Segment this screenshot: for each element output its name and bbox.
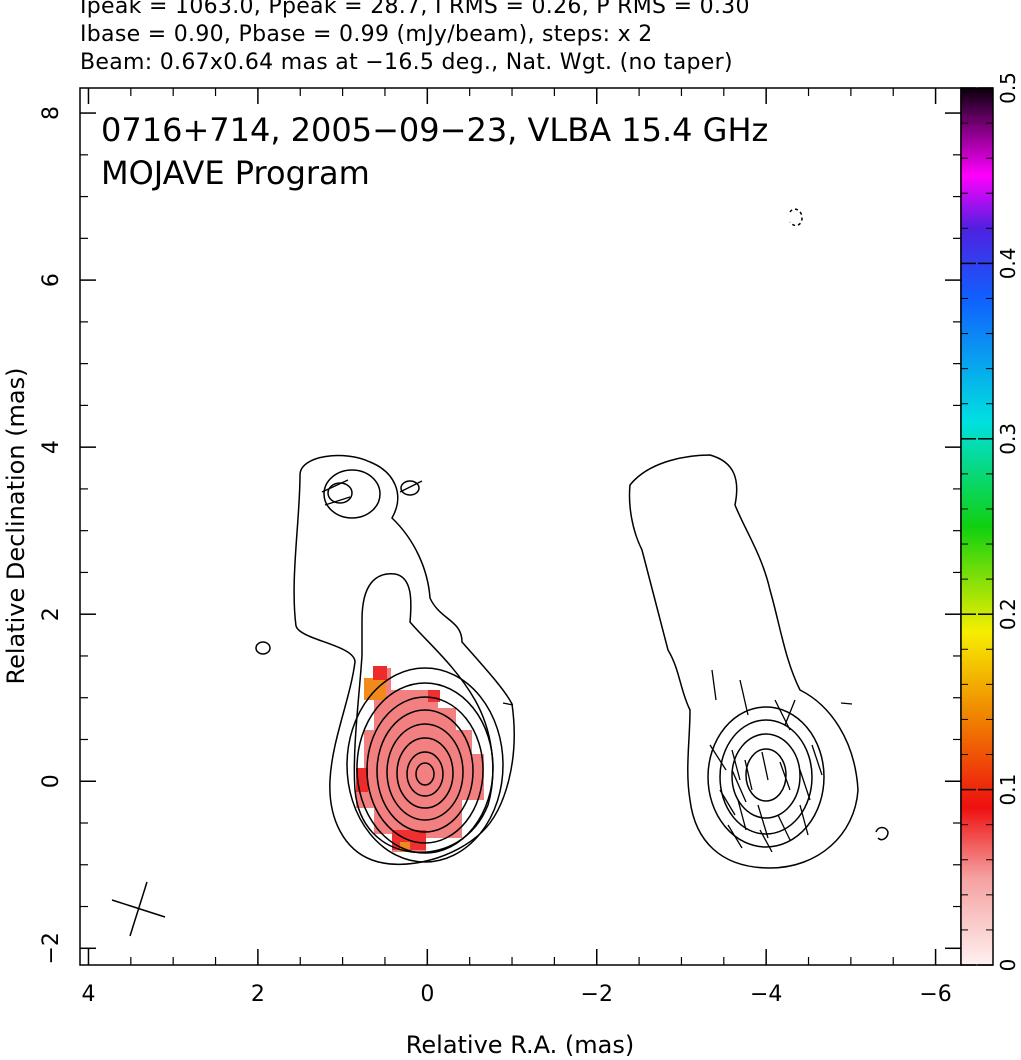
- x-tick-label: 0: [420, 982, 434, 1007]
- beam-minor-axis: [129, 881, 148, 937]
- evpa-tick: [811, 744, 823, 776]
- evpa-tick: [711, 669, 717, 701]
- contour-pol-outer: [628, 454, 859, 869]
- y-tick-label: 0: [39, 774, 64, 788]
- contour-negative: [789, 208, 803, 227]
- x-tick-label: 4: [81, 982, 95, 1007]
- contour-pol-5: [745, 748, 787, 802]
- chart-subtitle: MOJAVE Program: [101, 154, 370, 192]
- plot-frame: [79, 87, 962, 966]
- evpa-tick: [399, 480, 423, 493]
- colorbar: [960, 87, 994, 966]
- y-tick-label: 4: [39, 440, 64, 454]
- contour-7: [386, 723, 464, 821]
- colorbar-tick-label: 0: [996, 959, 1020, 972]
- evpa-tick: [731, 749, 741, 781]
- evpa-tick: [709, 744, 727, 771]
- header-line-3: Beam: 0.67x0.64 mas at −16.5 deg., Nat. …: [80, 50, 733, 75]
- header-line-2: Ibase = 0.90, Pbase = 0.99 (mJy/beam), s…: [80, 22, 653, 47]
- contour-5: [366, 696, 484, 844]
- contour-6: [376, 709, 474, 833]
- colorbar-tick-label: 0.1: [996, 774, 1020, 806]
- colorbar-ticks: 0 0.1 0.2 0.3 0.4 0.5: [961, 72, 1020, 971]
- contour-10: [415, 762, 435, 786]
- restoring-beam-cross: [111, 881, 166, 937]
- evpa-tick: [731, 769, 747, 803]
- evpa-tick: [502, 702, 514, 706]
- evpa-tick: [759, 829, 773, 853]
- y-tick-label: 8: [39, 106, 64, 120]
- y-tick-label: 2: [39, 607, 64, 621]
- evpa-tick: [799, 769, 811, 801]
- contour-small-blob: [255, 641, 271, 655]
- pol-pixel-high: [400, 842, 410, 852]
- contour-4: [356, 682, 494, 854]
- evpa-tick: [761, 751, 769, 781]
- contour-pol-4: [731, 733, 801, 819]
- evpa-tick: [784, 699, 796, 726]
- x-tick-label: 2: [251, 982, 265, 1007]
- evpa-tick: [744, 759, 753, 791]
- colorbar-tick-label: 0.3: [996, 423, 1020, 455]
- x-tick-label: −2: [581, 982, 613, 1007]
- contour-pol-3: [719, 719, 813, 835]
- colorbar-tick-label: 0.2: [996, 598, 1020, 630]
- contour-9: [406, 751, 444, 797]
- evpa-tick: [739, 679, 749, 716]
- contour-3: [346, 667, 504, 863]
- evpa-tick: [779, 761, 791, 791]
- chart-title: 0716+714, 2005−09−23, VLBA 15.4 GHz: [101, 111, 768, 149]
- evpa-tick: [727, 824, 743, 849]
- pol-pixel-edge: [428, 690, 440, 702]
- colorbar-tick-label: 0.5: [996, 72, 1020, 104]
- contour-knot: [323, 469, 381, 519]
- header-line-1: Ipeak = 1063.0, Ppeak = 28.7, I RMS = 0.…: [80, 0, 750, 19]
- evpa-tick: [777, 814, 791, 841]
- evpa-tick: [757, 804, 769, 839]
- evpa-tick: [719, 789, 736, 816]
- contour-small-blob: [400, 480, 420, 496]
- contour-pol-2: [707, 706, 825, 848]
- evpa-tick: [737, 799, 747, 831]
- y-tick-label: −2: [39, 932, 64, 964]
- contour-small-blob: [875, 826, 889, 841]
- y-tick-label: 6: [39, 273, 64, 287]
- evpa-tick: [324, 496, 351, 506]
- x-axis-ticks: 4 2 0 −2 −4 −6: [81, 88, 952, 1007]
- x-axis-label: Relative R.A. (mas): [406, 1031, 634, 1059]
- evpa-vectors: [321, 479, 853, 853]
- evpa-tick: [799, 804, 809, 836]
- x-tick-label: −6: [919, 982, 951, 1007]
- contours-total-intensity: [255, 454, 515, 866]
- colorbar-tick-label: 0.4: [996, 247, 1020, 279]
- x-tick-label: −4: [750, 982, 782, 1007]
- contour-outer: [293, 454, 515, 866]
- contours-polarization: [628, 208, 889, 869]
- contour-8: [396, 737, 454, 809]
- pol-pixel-high: [364, 678, 386, 700]
- evpa-tick: [321, 479, 349, 493]
- evpa-tick: [840, 702, 853, 705]
- evpa-tick: [774, 699, 791, 731]
- y-axis-ticks: −2 0 2 4 6 8: [39, 106, 961, 965]
- pol-pixel-edge: [373, 666, 387, 680]
- y-axis-label: Relative Declination (mas): [2, 367, 30, 684]
